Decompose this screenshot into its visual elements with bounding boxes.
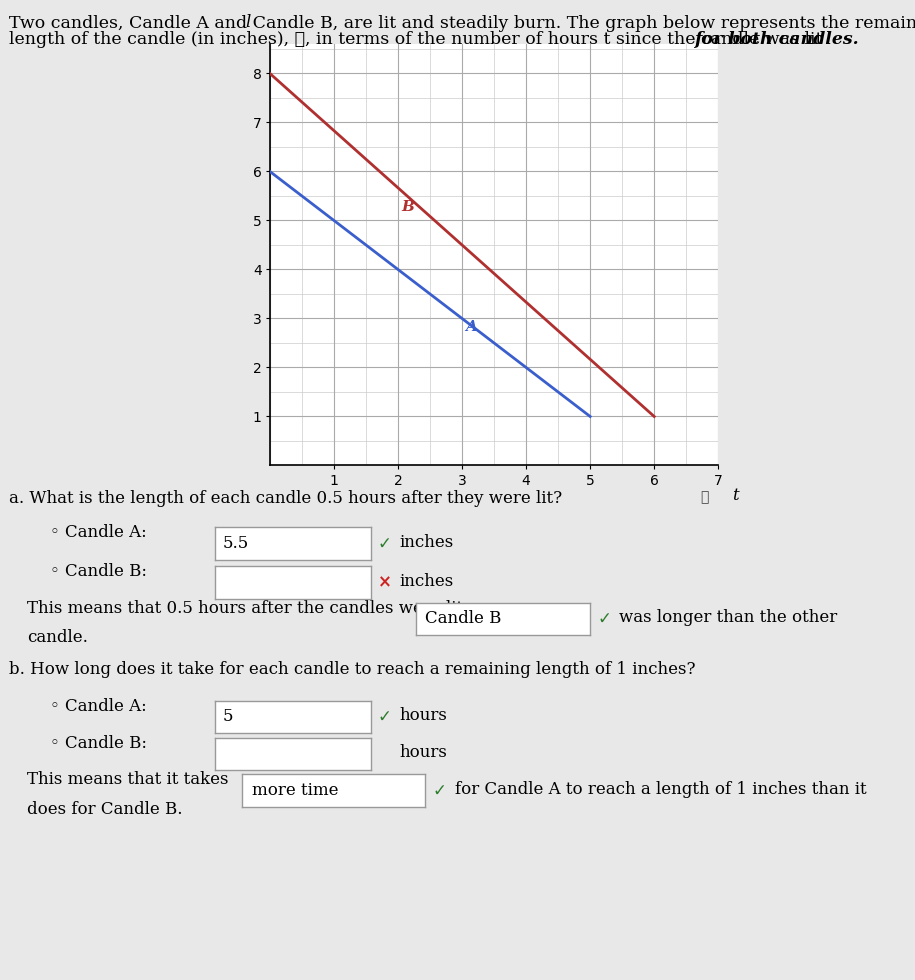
Text: for both candles.: for both candles. [694, 31, 858, 48]
Text: ◦ Candle A:: ◦ Candle A: [50, 524, 147, 541]
Text: candle.: candle. [27, 629, 89, 646]
Text: Candle B: Candle B [425, 611, 501, 627]
Text: This means that it takes: This means that it takes [27, 771, 229, 788]
Text: ◦ Candle A:: ◦ Candle A: [50, 698, 147, 714]
Text: ⌄: ⌄ [405, 783, 417, 798]
Text: ×: × [378, 573, 392, 592]
Text: This means that 0.5 hours after the candles were lit,: This means that 0.5 hours after the cand… [27, 600, 469, 616]
Text: ◦ Candle B:: ◦ Candle B: [50, 735, 147, 752]
Text: hours: hours [400, 745, 447, 761]
Text: ✓: ✓ [433, 781, 447, 800]
Text: length of the candle (in inches), ℓ, in terms of the number of hours t since the: length of the candle (in inches), ℓ, in … [9, 31, 828, 48]
Text: 5.5: 5.5 [222, 535, 249, 552]
Text: ◦ Candle B:: ◦ Candle B: [50, 564, 147, 580]
Text: Two candles, Candle A and Candle B, are lit and steadily burn. The graph below r: Two candles, Candle A and Candle B, are … [9, 15, 915, 31]
Text: t: t [732, 486, 738, 504]
Text: for Candle A to reach a length of 1 inches than it: for Candle A to reach a length of 1 inch… [455, 780, 867, 798]
Text: 5: 5 [222, 709, 233, 725]
Text: B: B [401, 200, 414, 214]
Text: 🔍: 🔍 [700, 490, 708, 504]
Text: ⌄: ⌄ [570, 612, 582, 626]
Text: ✓: ✓ [378, 708, 392, 726]
Text: a. What is the length of each candle 0.5 hours after they were lit?: a. What is the length of each candle 0.5… [9, 490, 563, 507]
Text: inches: inches [400, 533, 454, 551]
Text: more time: more time [252, 782, 339, 799]
Text: hours: hours [400, 708, 447, 724]
Text: ✓: ✓ [597, 610, 611, 628]
Text: ✓: ✓ [378, 534, 392, 553]
Text: does for Candle B.: does for Candle B. [27, 801, 183, 817]
Text: was longer than the other: was longer than the other [619, 609, 838, 626]
Text: l: l [245, 15, 250, 31]
Text: A: A [466, 319, 477, 334]
Text: b. How long does it take for each candle to reach a remaining length of 1 inches: b. How long does it take for each candle… [9, 662, 695, 678]
Text: inches: inches [400, 572, 454, 590]
